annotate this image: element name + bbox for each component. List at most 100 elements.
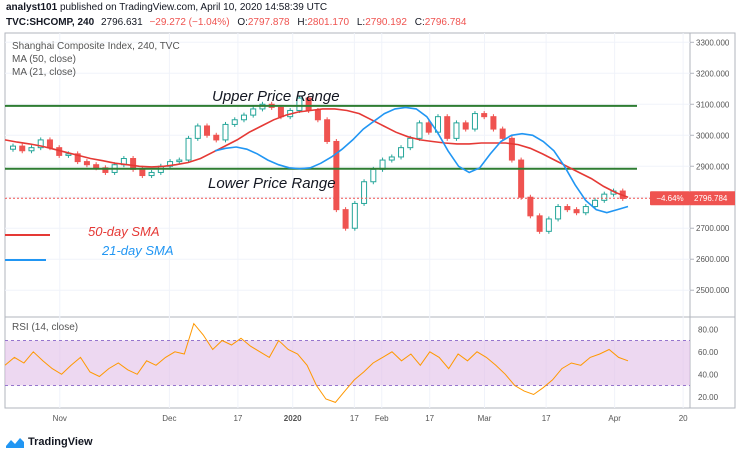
candle-body	[277, 106, 284, 118]
pct-badge	[650, 191, 690, 206]
candle-body	[194, 125, 201, 139]
candle-body	[10, 145, 16, 150]
time-tick-label: 20	[679, 414, 688, 423]
candle-body	[342, 209, 349, 229]
time-tick-label: Apr	[608, 414, 621, 423]
last-price: 2796.631	[100, 17, 143, 28]
close-value: 2796.784	[424, 17, 467, 28]
candle-body	[213, 134, 220, 141]
sma50-label: 50-day SMA	[88, 224, 160, 239]
ma50-line	[4, 108, 629, 198]
price-badge-text: 2796.784	[694, 194, 728, 203]
publish-info: analyst101 published on TradingView.com,…	[0, 0, 740, 16]
tradingview-logo[interactable]: TradingView	[6, 436, 93, 448]
candle-body	[499, 128, 506, 139]
time-tick-label: Dec	[162, 414, 176, 423]
high-label: H:	[297, 17, 308, 28]
candle-body	[407, 137, 414, 149]
candle-body	[185, 137, 192, 161]
candle-body	[527, 196, 534, 217]
candle-body	[314, 109, 321, 121]
rsi-tick-label: 40.00	[698, 370, 719, 379]
low-label: L:	[356, 17, 366, 28]
brand-name: TradingView	[28, 436, 93, 448]
candle-body	[425, 122, 432, 133]
rsi-band	[5, 340, 690, 386]
chart-legend: Shanghai Composite Index, 240, TVC MA (5…	[12, 40, 180, 79]
candle-body	[545, 218, 552, 232]
candle-body	[176, 159, 183, 163]
candle-body	[582, 206, 589, 214]
candle-body	[536, 215, 543, 232]
low-value: 2790.192	[365, 17, 407, 28]
candle-body	[361, 181, 368, 204]
lower-range-label: Lower Price Range	[208, 175, 336, 192]
price-badge	[690, 191, 735, 206]
candle-body	[19, 145, 26, 152]
candle-body	[388, 156, 395, 161]
chart-title: Shanghai Composite Index, 240, TVC	[12, 41, 180, 52]
candle-body	[564, 206, 571, 211]
candle-body	[296, 97, 303, 111]
author-name[interactable]: analyst101	[6, 2, 58, 13]
time-tick-label: Mar	[478, 414, 492, 423]
candle-body	[65, 153, 72, 156]
candle-body	[28, 147, 35, 152]
price-tick-label: 2900.000	[696, 162, 730, 171]
time-tick-label: Feb	[375, 414, 389, 423]
price-chart[interactable]: 3300.000 3200.000 3100.000 3000.000 2900.000…	[0, 0, 740, 430]
candle-body	[471, 113, 478, 130]
candle-body	[231, 119, 238, 125]
candle-body	[130, 158, 137, 170]
time-tick-label: 17	[425, 414, 434, 423]
price-tick-label: 3100.000	[696, 100, 730, 109]
upper-range-label: Upper Price Range	[212, 88, 340, 105]
rsi-line	[4, 322, 629, 403]
price-tick-label: 2500.000	[696, 286, 730, 295]
footer: TradingView	[0, 430, 740, 456]
sma21-label: 21-day SMA	[101, 243, 174, 258]
candle-body	[462, 122, 469, 130]
price-tick-label: 3300.000	[696, 38, 730, 47]
candle-body	[398, 147, 405, 158]
candle-body	[148, 171, 155, 177]
candle-body	[222, 123, 229, 141]
ma50-legend: MA (50, close)	[12, 54, 76, 65]
candle-body	[37, 139, 44, 149]
candle-body	[370, 168, 377, 183]
published-text: published on TradingView.com, April 10, …	[59, 2, 328, 13]
candle-body	[508, 137, 515, 161]
rsi-tick-label: 80.00	[698, 325, 719, 334]
open-value: 2797.878	[247, 17, 290, 28]
candle-body	[93, 164, 100, 169]
quote-line: TVC:SHCOMP, 240 2796.631 −29.272 (−1.04%…	[0, 16, 740, 30]
candle-body	[204, 125, 211, 136]
time-tick-label: 17	[233, 414, 242, 423]
candle-body	[555, 206, 562, 220]
time-tick-label: 2020	[284, 414, 302, 423]
ma21-legend: MA (21, close)	[12, 67, 76, 78]
price-tick-label: 3200.000	[696, 69, 730, 78]
tradingview-icon	[6, 438, 24, 448]
candle-body	[444, 116, 451, 139]
symbol: TVC:SHCOMP, 240	[6, 17, 95, 28]
candle-body	[240, 114, 247, 121]
chart-frame	[4, 32, 736, 409]
candle-body	[351, 202, 358, 229]
price-tick-label: 2600.000	[696, 255, 730, 264]
candle-body	[250, 108, 257, 116]
price-change: −29.272 (−1.04%)	[149, 17, 230, 28]
time-tick-label: 17	[350, 414, 359, 423]
close-label: C:	[414, 17, 425, 28]
candle-body	[333, 140, 340, 211]
time-tick-label: Nov	[53, 414, 67, 423]
rsi-legend: RSI (14, close)	[12, 322, 79, 333]
high-value: 2801.170	[307, 17, 350, 28]
rsi-tick-label: 20.00	[698, 393, 719, 402]
price-tick-label: 2700.000	[696, 224, 730, 233]
candle-body	[481, 113, 488, 118]
candle-body	[592, 199, 599, 208]
pct-badge-text: −4.64%	[656, 194, 683, 203]
candle-body	[490, 116, 497, 130]
candle-body	[83, 161, 90, 166]
